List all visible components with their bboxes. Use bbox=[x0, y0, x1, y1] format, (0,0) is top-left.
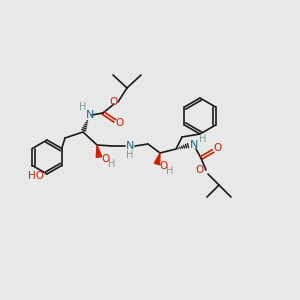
Text: HO: HO bbox=[28, 171, 44, 181]
Text: N: N bbox=[86, 110, 94, 120]
Text: O: O bbox=[116, 118, 124, 128]
Text: O: O bbox=[109, 97, 117, 107]
Text: O: O bbox=[214, 143, 222, 153]
Text: O: O bbox=[102, 154, 110, 164]
Text: N: N bbox=[190, 140, 198, 150]
Text: H: H bbox=[108, 159, 116, 169]
Text: O: O bbox=[196, 165, 204, 175]
Text: H: H bbox=[199, 134, 207, 144]
Polygon shape bbox=[154, 153, 160, 165]
Text: H: H bbox=[126, 150, 134, 160]
Text: O: O bbox=[160, 161, 168, 171]
Text: H: H bbox=[79, 102, 87, 112]
Text: N: N bbox=[126, 141, 134, 151]
Text: H: H bbox=[166, 166, 174, 176]
Polygon shape bbox=[96, 145, 102, 158]
